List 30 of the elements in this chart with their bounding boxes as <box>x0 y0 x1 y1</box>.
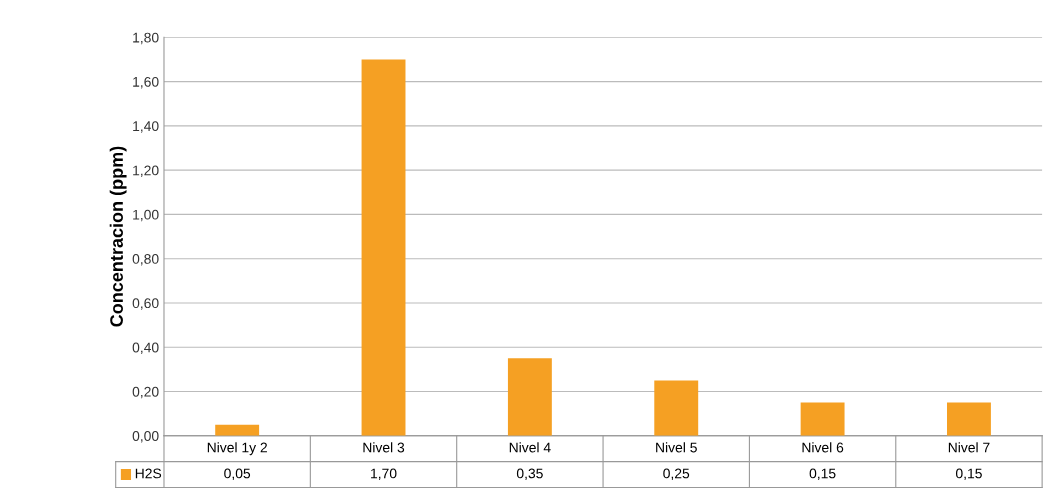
data-label: 0,35 <box>516 468 543 480</box>
data-label: 0,25 <box>663 468 690 480</box>
bar <box>507 358 552 436</box>
legend-label: H2S <box>135 468 162 479</box>
y-tick-label: 0,20 <box>132 386 159 399</box>
data-label: 0,15 <box>955 468 982 480</box>
y-axis-title: Concentracion (ppm) <box>109 146 127 327</box>
y-tick-label: 1,80 <box>133 32 159 45</box>
y-tick-label: 0,60 <box>132 298 159 310</box>
bar <box>800 402 845 436</box>
x-tick-label: Nivel 5 <box>656 442 697 453</box>
y-tick-label: 1,00 <box>133 209 159 222</box>
x-tick-label: Nivel 4 <box>509 442 551 453</box>
data-label: 0,15 <box>809 468 836 480</box>
y-tick-label: 0,00 <box>132 431 159 443</box>
data-label: 0,05 <box>224 468 251 480</box>
data-label: 1,70 <box>371 468 397 480</box>
x-tick-label: Nivel 6 <box>802 442 844 453</box>
x-tick-label: Nivel 3 <box>363 442 405 453</box>
bar <box>215 424 260 436</box>
x-tick-label: Nivel 7 <box>948 442 990 453</box>
y-tick-label: 1,60 <box>133 76 159 89</box>
y-tick-label: 1,20 <box>133 165 159 177</box>
x-tick-label: Nivel 1y 2 <box>207 442 267 456</box>
bar <box>947 402 991 436</box>
bar <box>361 59 406 436</box>
y-tick-label: 0,40 <box>132 342 159 355</box>
y-tick-label: 0,80 <box>132 254 159 266</box>
y-tick-label: 1,40 <box>133 121 159 133</box>
bar <box>654 380 699 436</box>
